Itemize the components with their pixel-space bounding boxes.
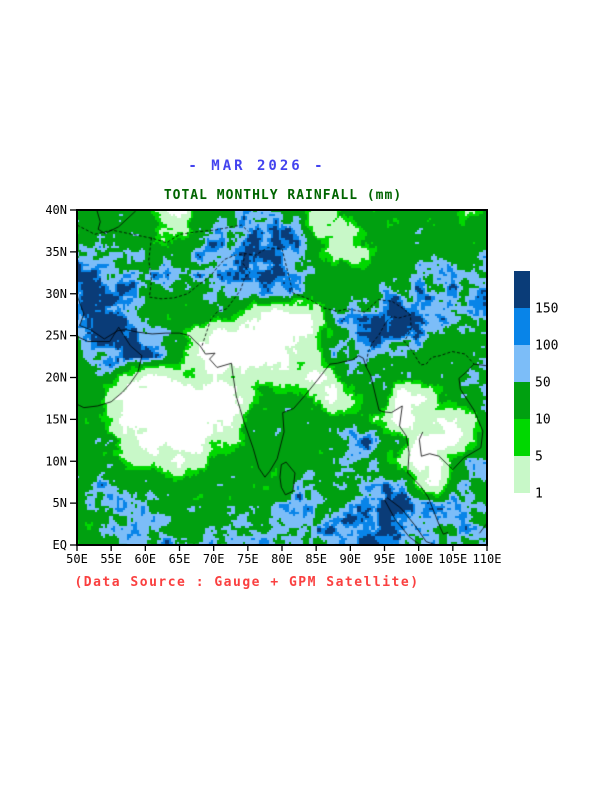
colorbar-segment bbox=[514, 271, 530, 308]
x-tick-label-110E: 110E bbox=[473, 552, 502, 566]
figure-title: TOTAL MONTHLY RAINFALL (mm) bbox=[163, 188, 403, 203]
y-tick-label-40N: 40N bbox=[45, 203, 67, 217]
x-tick-label-80E: 80E bbox=[271, 552, 293, 566]
x-tick-label-100E: 100E bbox=[404, 552, 433, 566]
colorbar-label-100: 100 bbox=[535, 339, 558, 354]
y-tick-label-25N: 25N bbox=[45, 329, 67, 343]
colorbar-label-10: 10 bbox=[535, 413, 551, 428]
x-tick-label-60E: 60E bbox=[134, 552, 156, 566]
y-tick-label-EQ: EQ bbox=[53, 538, 67, 552]
colorbar-label-1: 1 bbox=[535, 487, 543, 502]
rainfall-contour-map bbox=[77, 210, 487, 545]
colorbar-label-150: 150 bbox=[535, 302, 558, 317]
x-tick-label-50E: 50E bbox=[66, 552, 88, 566]
map-frame bbox=[76, 209, 488, 546]
colorbar-label-5: 5 bbox=[535, 450, 543, 465]
colorbar-label-50: 50 bbox=[535, 376, 551, 391]
x-tick-label-95E: 95E bbox=[374, 552, 396, 566]
y-tick-label-35N: 35N bbox=[45, 245, 67, 259]
y-tick-label-30N: 30N bbox=[45, 287, 67, 301]
x-tick-label-70E: 70E bbox=[203, 552, 225, 566]
y-tick-label-15N: 15N bbox=[45, 412, 67, 426]
data-source-note: (Data Source : Gauge + GPM Satellite) bbox=[74, 575, 420, 590]
figure-period-title: - MAR 2026 - bbox=[188, 158, 326, 174]
x-tick-label-105E: 105E bbox=[438, 552, 467, 566]
colorbar-segment bbox=[514, 456, 530, 493]
y-tick-label-20N: 20N bbox=[45, 371, 67, 385]
colorbar-segment bbox=[514, 345, 530, 382]
colorbar-segment bbox=[514, 308, 530, 345]
x-tick-label-75E: 75E bbox=[237, 552, 259, 566]
x-tick-label-85E: 85E bbox=[305, 552, 327, 566]
y-tick-label-10N: 10N bbox=[45, 454, 67, 468]
colorbar-segment bbox=[514, 382, 530, 419]
x-tick-label-55E: 55E bbox=[100, 552, 122, 566]
x-tick-label-90E: 90E bbox=[339, 552, 361, 566]
y-tick-label-5N: 5N bbox=[53, 496, 67, 510]
colorbar-segment bbox=[514, 419, 530, 456]
x-tick-label-65E: 65E bbox=[169, 552, 191, 566]
